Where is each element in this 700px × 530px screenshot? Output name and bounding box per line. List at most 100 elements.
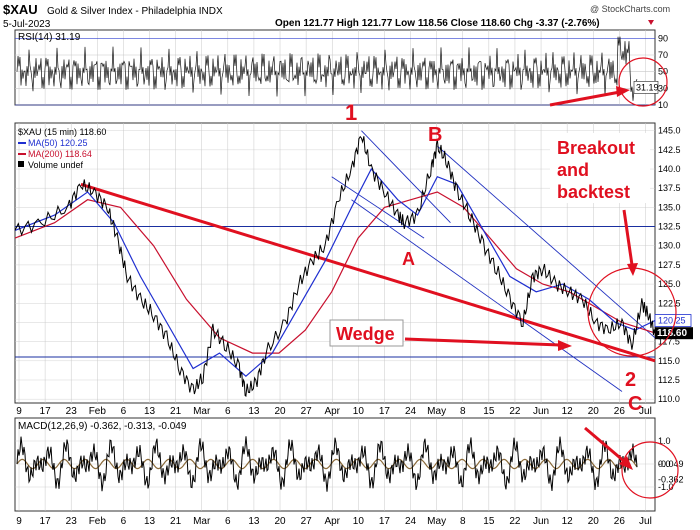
rsi-tick-label: 70 [658, 50, 668, 60]
x-tick-label: 20 [274, 406, 286, 417]
ohlc-readout: Open 121.77 High 121.77 Low 118.56 Close… [275, 18, 600, 29]
x-tick-label: 13 [144, 516, 156, 527]
x-tick-label: 13 [144, 406, 156, 417]
axis-layer: 9917172323FebFeb6613132121MarMar66131320… [16, 33, 693, 527]
wedge-trendline [80, 182, 656, 363]
ma200-line [14, 191, 656, 354]
x-tick-label: 23 [66, 406, 78, 417]
x-tick-label: 24 [405, 406, 417, 417]
macd-arrow [584, 426, 626, 464]
breakout-arrow-head-icon [627, 263, 638, 276]
rsi-last-value: 31.19 [636, 82, 659, 92]
annotation-wedge: Wedge [336, 324, 395, 344]
x-tick-label: 17 [40, 516, 52, 527]
price-tick-label: 125.0 [658, 279, 681, 289]
chart-symbol: $XAU [3, 2, 38, 17]
channel-a-lower [331, 176, 425, 239]
price-tick-label: 110.0 [658, 394, 680, 404]
x-tick-label: 17 [379, 406, 391, 417]
price-tick-label: 135.0 [658, 202, 681, 212]
price-tick-label: 117.5 [658, 337, 680, 347]
x-tick-label: 21 [170, 406, 182, 417]
macd-layer [16, 436, 638, 492]
macd-arrow-head-icon [619, 456, 633, 470]
annotation-breakout: Breakout [557, 138, 635, 158]
x-tick-label: 21 [170, 516, 182, 527]
x-tick-label: 24 [405, 516, 417, 527]
x-tick-label: Jul [639, 516, 652, 527]
wedge-arrow-head-icon [558, 340, 572, 351]
wedge-label-box [329, 319, 404, 347]
grid-layer [15, 30, 655, 511]
x-tick-label: 17 [379, 516, 391, 527]
rsi-line [16, 36, 638, 101]
x-tick-label: 20 [274, 516, 286, 527]
x-tick-label: Apr [324, 406, 340, 417]
x-tick-label: 8 [460, 406, 466, 417]
x-tick-label: 8 [460, 516, 466, 527]
annotation-b: B [428, 124, 442, 146]
volume-swatch [18, 161, 24, 167]
ma50-legend: MA(50) 120.25 [28, 138, 88, 148]
price-tick-label: 132.5 [658, 222, 681, 232]
x-tick-label: 6 [121, 406, 127, 417]
x-tick-label: 12 [562, 406, 574, 417]
x-tick-label: Feb [89, 406, 107, 417]
volume-legend: Volume undef [28, 160, 84, 170]
chart-name: Gold & Silver Index - Philadelphia INDX [47, 6, 223, 17]
annotation-1: 1 [345, 100, 357, 125]
price-layer [14, 130, 656, 398]
x-tick-label: 20 [588, 406, 600, 417]
x-tick-label: 22 [509, 406, 521, 417]
ma200-legend: MA(200) 118.64 [28, 149, 92, 159]
x-tick-label: Jul [639, 406, 652, 417]
annotation-a: A [402, 249, 415, 269]
x-tick-label: 23 [66, 516, 78, 527]
price-tick-label: 112.5 [658, 375, 680, 385]
macd-tick-label: -1.0 [658, 482, 674, 492]
channel-a-upper [361, 130, 451, 224]
chart-date: 5-Jul-2023 [3, 19, 51, 30]
macd-signal-line [16, 458, 638, 470]
macd-hist-value: -0.049 [658, 459, 684, 469]
rsi-highlight-circle [618, 57, 668, 107]
price-tick-label: 115.0 [658, 356, 680, 366]
x-tick-label: Jun [533, 516, 549, 527]
ma50-last-tag [654, 314, 692, 327]
macd-highlight-circle [621, 441, 679, 499]
x-tick-label: 6 [225, 406, 231, 417]
annotation-c: C [628, 393, 642, 415]
breakout-arrow [622, 209, 634, 266]
rsi-tick-label: 30 [658, 83, 668, 93]
price-tick-label: 127.5 [658, 260, 681, 270]
x-tick-label: May [427, 406, 446, 417]
annotation-arrows [404, 90, 634, 464]
macd-legend: MACD(12,26,9) -0.362, -0.313, -0.049 [18, 421, 187, 432]
x-tick-label: 13 [248, 516, 260, 527]
x-tick-label: 6 [121, 516, 127, 527]
rsi-tick-label: 10 [658, 100, 668, 110]
price-tick-label: 130.0 [658, 241, 681, 251]
annotation-backtest: backtest [557, 182, 630, 202]
rsi-tick-label: 50 [658, 67, 668, 77]
price-legend: $XAU (15 min) 118.60 [18, 127, 106, 137]
watermark: @ StockCharts.com [590, 4, 670, 14]
x-tick-label: 15 [483, 406, 495, 417]
rsi-arrow [549, 90, 621, 107]
x-tick-label: 13 [248, 406, 260, 417]
x-tick-label: 17 [40, 406, 52, 417]
macd-last-value: -0.362 [658, 474, 684, 484]
x-tick-label: 6 [225, 516, 231, 527]
x-tick-label: 9 [16, 516, 22, 527]
rsi-legend: RSI(14) 31.19 [18, 32, 81, 43]
x-tick-label: Feb [89, 516, 107, 527]
x-tick-label: 27 [301, 516, 313, 527]
x-tick-label: 22 [509, 516, 521, 527]
x-tick-label: 10 [353, 516, 365, 527]
x-tick-label: Apr [324, 516, 340, 527]
price-tick-label: 142.5 [658, 145, 681, 155]
price-tick-label: 137.5 [658, 183, 681, 193]
channel-b-lower [351, 199, 623, 392]
price-tick-label: 122.5 [658, 298, 681, 308]
